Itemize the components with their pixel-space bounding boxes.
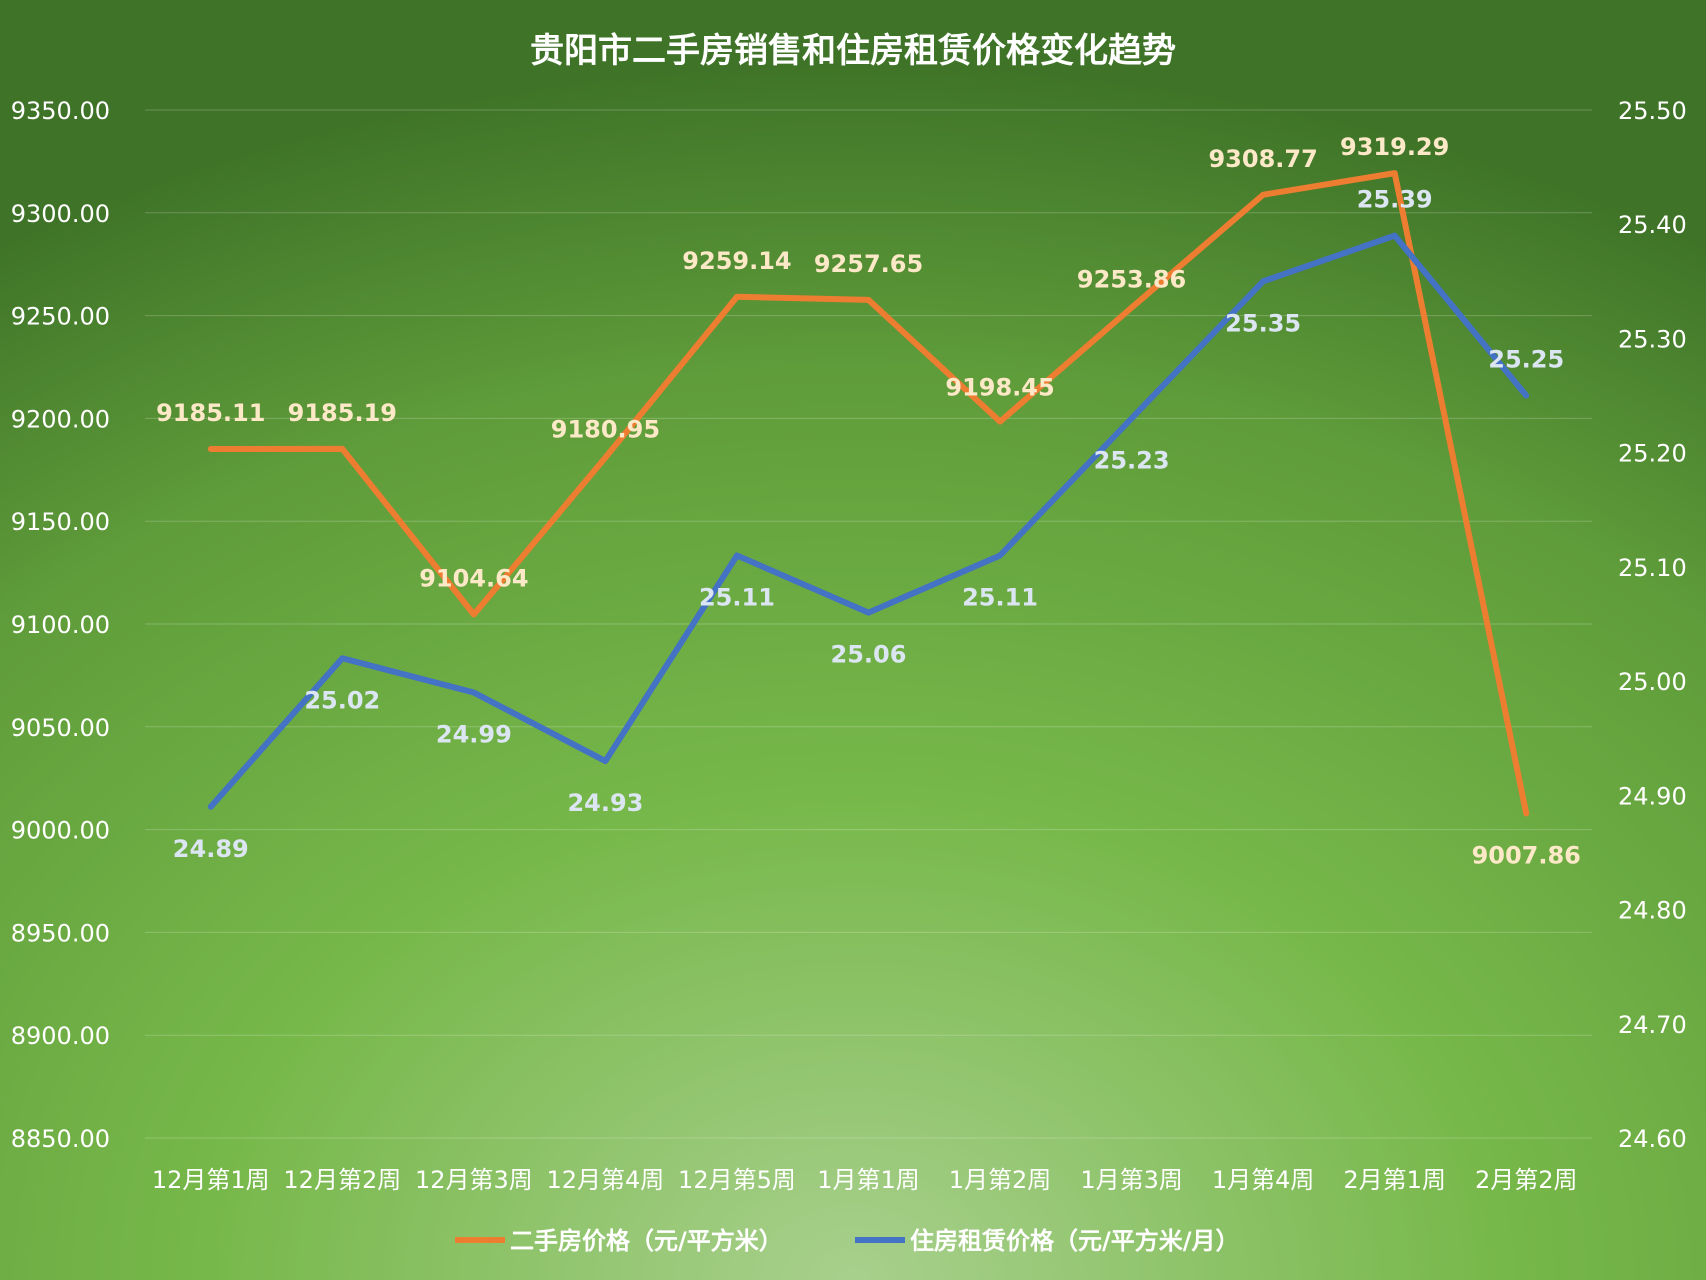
category-label: 2月第2周 [1475,1166,1578,1194]
left-tick-label: 9350.00 [11,97,110,125]
category-label: 12月第5周 [678,1166,796,1194]
category-label: 2月第1周 [1343,1166,1446,1194]
data-label-1: 25.23 [1094,446,1170,474]
category-label: 12月第4周 [547,1166,665,1194]
data-label-1: 25.25 [1488,346,1564,374]
data-label-1: 25.02 [304,686,380,714]
left-tick-label: 9150.00 [11,508,110,536]
legend: 二手房价格（元/平方米） 住房租赁价格（元/平方米/月） [455,1227,1240,1255]
series-line-1 [207,232,1530,810]
series-line-0 [207,170,1530,817]
right-tick-label: 25.10 [1618,554,1687,582]
data-label-1: 25.35 [1225,309,1301,337]
data-label-0: 9259.14 [682,247,791,275]
right-tick-label: 24.90 [1618,782,1687,810]
category-label: 1月第1周 [817,1166,920,1194]
category-label: 12月第1周 [152,1166,270,1194]
data-label-1: 24.99 [436,721,512,749]
category-label: 1月第2周 [949,1166,1052,1194]
left-tick-label: 8850.00 [11,1125,110,1153]
left-tick-label: 8900.00 [11,1022,110,1050]
x-axis: 12月第1周 12月第2周 12月第3周 12月第4周 12月第5周 1月第1周 1月第2周… [152,1166,1578,1194]
category-label: 12月第2周 [283,1166,401,1194]
right-tick-label: 25.50 [1618,97,1687,125]
data-label-0: 9185.19 [288,399,397,427]
legend-label-rent: 住房租赁价格（元/平方米/月） [910,1227,1240,1255]
data-label-0: 9257.65 [814,250,923,278]
data-label-1: 25.39 [1357,186,1433,214]
data-label-1: 25.11 [962,583,1038,611]
right-tick-label: 25.40 [1618,211,1687,239]
left-tick-label: 9000.00 [11,817,110,845]
left-tick-label: 9100.00 [11,611,110,639]
left-tick-label: 9250.00 [11,303,110,331]
right-tick-label: 25.30 [1618,325,1687,353]
left-axis: 8850.00 8900.00 8950.00 9000.00 9050.00 9100.… [11,97,110,1153]
category-label: 1月第3周 [1080,1166,1183,1194]
left-tick-label: 9050.00 [11,714,110,742]
right-tick-label: 24.70 [1618,1011,1687,1039]
legend-label-sale: 二手房价格（元/平方米） [510,1227,783,1255]
data-label-1: 24.89 [173,835,249,863]
left-tick-label: 8950.00 [11,919,110,947]
data-label-0: 9308.77 [1208,145,1317,173]
data-label-0: 9007.86 [1472,841,1581,869]
right-axis: 24.60 24.70 24.80 24.90 25.00 25.10 25.20 25.30… [1618,97,1687,1153]
right-tick-label: 24.60 [1618,1125,1687,1153]
category-label: 1月第4周 [1212,1166,1315,1194]
series [207,170,1530,817]
grid [145,109,1592,1139]
data-labels: 9185.11 9185.19 9104.64 9180.95 9259.14 9257.… [156,133,1581,869]
left-tick-label: 9300.00 [11,200,110,228]
chart-title: 贵阳市二手房销售和住房租赁价格变化趋势 [530,31,1176,71]
data-label-0: 9319.29 [1340,133,1449,161]
data-label-0: 9104.64 [419,564,528,592]
data-label-0: 9198.45 [945,374,1054,402]
category-label: 12月第3周 [415,1166,533,1194]
data-label-0: 9253.86 [1077,266,1186,294]
data-label-1: 25.11 [699,583,775,611]
data-label-1: 24.93 [567,789,643,817]
data-label-0: 9180.95 [551,416,660,444]
data-label-0: 9185.11 [156,399,265,427]
right-tick-label: 25.00 [1618,668,1687,696]
data-label-1: 25.06 [831,641,907,669]
left-tick-label: 9200.00 [11,405,110,433]
right-tick-label: 24.80 [1618,897,1687,925]
right-tick-label: 25.20 [1618,440,1687,468]
